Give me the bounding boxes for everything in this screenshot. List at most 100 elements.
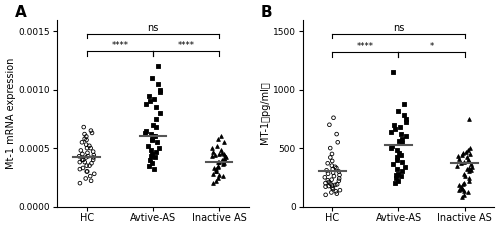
Point <box>220 157 228 161</box>
Point <box>460 160 468 164</box>
Point <box>335 170 343 173</box>
Text: ns: ns <box>147 23 158 33</box>
Point <box>321 175 329 179</box>
Text: B: B <box>260 5 272 20</box>
Text: A: A <box>14 5 26 20</box>
Point <box>390 163 398 166</box>
Point <box>394 156 402 159</box>
Point <box>218 158 226 162</box>
Point <box>82 177 90 180</box>
Point <box>400 114 408 117</box>
Point <box>89 158 97 162</box>
Point <box>148 138 156 142</box>
Point <box>87 129 95 132</box>
Point <box>84 154 92 158</box>
Point <box>218 151 226 155</box>
Point <box>467 169 475 172</box>
Point <box>332 189 340 193</box>
Point <box>210 166 218 170</box>
Point <box>220 152 228 156</box>
Point <box>156 146 164 150</box>
Point <box>398 132 406 136</box>
Point <box>328 167 336 171</box>
Point <box>333 192 341 196</box>
Point <box>90 153 98 157</box>
Point <box>210 150 218 153</box>
Point <box>84 170 92 173</box>
Point <box>144 94 152 97</box>
Y-axis label: MT-1（pg/ml）: MT-1（pg/ml） <box>260 82 270 144</box>
Point <box>214 165 222 169</box>
Point <box>332 132 340 136</box>
Point <box>336 173 344 177</box>
Point <box>393 167 401 171</box>
Point <box>148 149 156 152</box>
Point <box>392 177 400 180</box>
Point <box>77 149 85 152</box>
Point <box>460 183 468 186</box>
Point <box>322 181 330 185</box>
Point <box>146 164 154 167</box>
Point <box>214 173 222 177</box>
Point <box>152 105 160 109</box>
Point <box>212 144 220 148</box>
Point <box>82 143 90 146</box>
Point <box>212 153 220 157</box>
Point <box>388 130 396 134</box>
Point <box>456 184 464 187</box>
Point <box>334 140 342 144</box>
Point <box>220 161 228 165</box>
Point <box>208 146 216 150</box>
Point <box>331 165 339 169</box>
Point <box>394 172 402 176</box>
Point <box>461 174 469 178</box>
Point <box>324 172 332 176</box>
Point <box>462 150 470 153</box>
Point <box>89 150 97 153</box>
Point <box>332 166 340 170</box>
Point <box>84 151 92 155</box>
Point <box>395 151 403 155</box>
Point <box>460 189 468 193</box>
Point <box>402 117 409 121</box>
Point <box>212 167 220 171</box>
Point <box>148 161 156 165</box>
Point <box>335 177 343 180</box>
Point <box>222 156 230 159</box>
Point <box>142 102 150 106</box>
Point <box>219 174 227 178</box>
Point <box>455 157 463 161</box>
Point <box>151 135 159 138</box>
Point <box>148 152 156 156</box>
Point <box>463 156 471 159</box>
Point <box>390 123 398 127</box>
Point <box>394 158 402 162</box>
Point <box>328 178 336 181</box>
Point <box>398 142 406 145</box>
Point <box>325 180 333 184</box>
Point <box>82 156 90 159</box>
Point <box>330 116 338 120</box>
Point <box>466 146 473 150</box>
Point <box>392 173 400 177</box>
Point <box>90 172 98 176</box>
Point <box>458 153 466 157</box>
Point <box>76 181 84 185</box>
Point <box>466 177 473 180</box>
Point <box>396 153 404 157</box>
Point <box>326 182 334 185</box>
Point <box>464 167 471 171</box>
Point <box>152 125 160 129</box>
Point <box>460 181 468 185</box>
Point <box>454 164 462 167</box>
Point <box>328 164 336 167</box>
Point <box>324 178 332 182</box>
Point <box>82 164 90 167</box>
Point <box>395 139 403 143</box>
Point <box>326 123 334 127</box>
Point <box>79 166 87 170</box>
Point <box>214 164 222 167</box>
Point <box>391 181 399 185</box>
Point <box>88 161 96 165</box>
Point <box>388 70 396 74</box>
